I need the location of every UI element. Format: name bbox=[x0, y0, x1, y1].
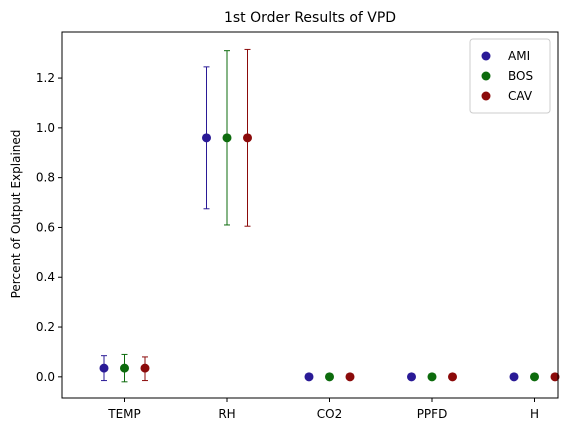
data-point-bos bbox=[427, 372, 437, 382]
data-point-ami bbox=[509, 372, 519, 382]
plot-frame bbox=[61, 31, 559, 399]
data-point-ami bbox=[202, 133, 211, 143]
data-point-ami bbox=[99, 363, 109, 373]
y-tick-label: 1.0 bbox=[36, 121, 55, 135]
y-tick-label: 0.2 bbox=[36, 320, 55, 334]
data-point-ami bbox=[407, 372, 416, 382]
legend-marker bbox=[481, 91, 491, 101]
y-tick-label: 0.8 bbox=[36, 171, 55, 185]
x-tick-label: TEMP bbox=[107, 407, 141, 421]
y-tick-label: 0.6 bbox=[36, 220, 55, 234]
data-point-ami bbox=[304, 372, 314, 382]
data-point-cav bbox=[448, 372, 457, 382]
legend-label: BOS bbox=[508, 69, 533, 83]
data-point-bos bbox=[325, 372, 334, 382]
data-point-cav bbox=[345, 372, 355, 382]
data-point-bos bbox=[120, 363, 129, 373]
data-point-bos bbox=[222, 133, 232, 143]
legend-label: AMI bbox=[508, 49, 530, 63]
y-axis-label: Percent of Output Explained bbox=[9, 130, 23, 299]
x-tick-label: H bbox=[530, 407, 539, 421]
y-tick-label: 0.0 bbox=[36, 370, 55, 384]
legend-marker bbox=[481, 71, 491, 81]
data-point-cav bbox=[550, 372, 560, 382]
plot-area: 0.0 0.2 0.4 0.6 0.8 1.0 1.2 TEMP RH CO2 PPFD H bbox=[36, 48, 560, 421]
y-tick-label: 0.4 bbox=[36, 270, 55, 284]
data-point-cav bbox=[243, 133, 252, 143]
legend: AMI BOS CAV bbox=[469, 38, 551, 114]
x-tick-label: CO2 bbox=[317, 407, 342, 421]
chart-title: 1st Order Results of VPD bbox=[224, 10, 396, 26]
data-point-bos bbox=[530, 372, 539, 382]
x-tick-label: RH bbox=[218, 407, 235, 421]
legend-marker bbox=[481, 51, 491, 61]
legend-label: CAV bbox=[508, 89, 533, 103]
data-point-cav bbox=[140, 363, 150, 373]
x-tick-label: PPFD bbox=[417, 407, 448, 421]
y-tick-label: 1.2 bbox=[36, 71, 55, 85]
